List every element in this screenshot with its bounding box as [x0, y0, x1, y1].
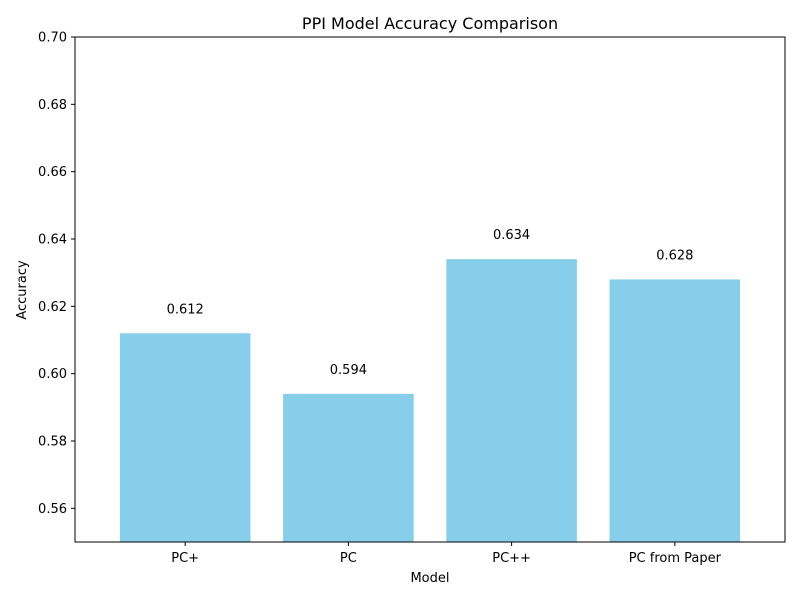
y-tick-label-4: 0.64 [38, 233, 67, 248]
y-axis-label: Accuracy [15, 260, 30, 320]
bar-3 [609, 279, 741, 542]
y-axis: 0.56 0.58 0.60 0.62 0.64 0.66 0.68 0.70 [38, 31, 75, 517]
value-labels-layer: 0.612 0.594 0.634 0.628 [167, 228, 694, 378]
y-tick-label-6: 0.68 [38, 98, 67, 113]
y-tick-label-1: 0.58 [38, 435, 67, 450]
y-tick-label-7: 0.70 [38, 31, 67, 46]
x-tick-label-1: PC [340, 551, 357, 566]
y-tick-label-0: 0.56 [38, 502, 67, 517]
chart-title: PPI Model Accuracy Comparison [302, 14, 558, 33]
x-axis-label: Model [410, 571, 449, 586]
value-label-3: 0.628 [656, 248, 693, 263]
x-tick-label-3: PC from Paper [629, 551, 722, 566]
x-axis: PC+ PC PC++ PC from Paper [171, 542, 722, 566]
plot-frame [74, 36, 786, 543]
value-label-1: 0.594 [330, 363, 367, 378]
value-label-0: 0.612 [167, 302, 204, 317]
bar-1 [283, 393, 414, 542]
y-tick-label-5: 0.66 [38, 165, 67, 180]
x-tick-label-0: PC+ [171, 551, 199, 566]
y-tick-label-3: 0.62 [38, 300, 67, 315]
bar-2 [446, 259, 577, 542]
y-tick-label-2: 0.60 [38, 367, 67, 382]
bars-layer [119, 259, 741, 542]
bar-0 [119, 333, 251, 542]
value-label-2: 0.634 [493, 228, 530, 243]
x-tick-label-2: PC++ [492, 551, 531, 566]
